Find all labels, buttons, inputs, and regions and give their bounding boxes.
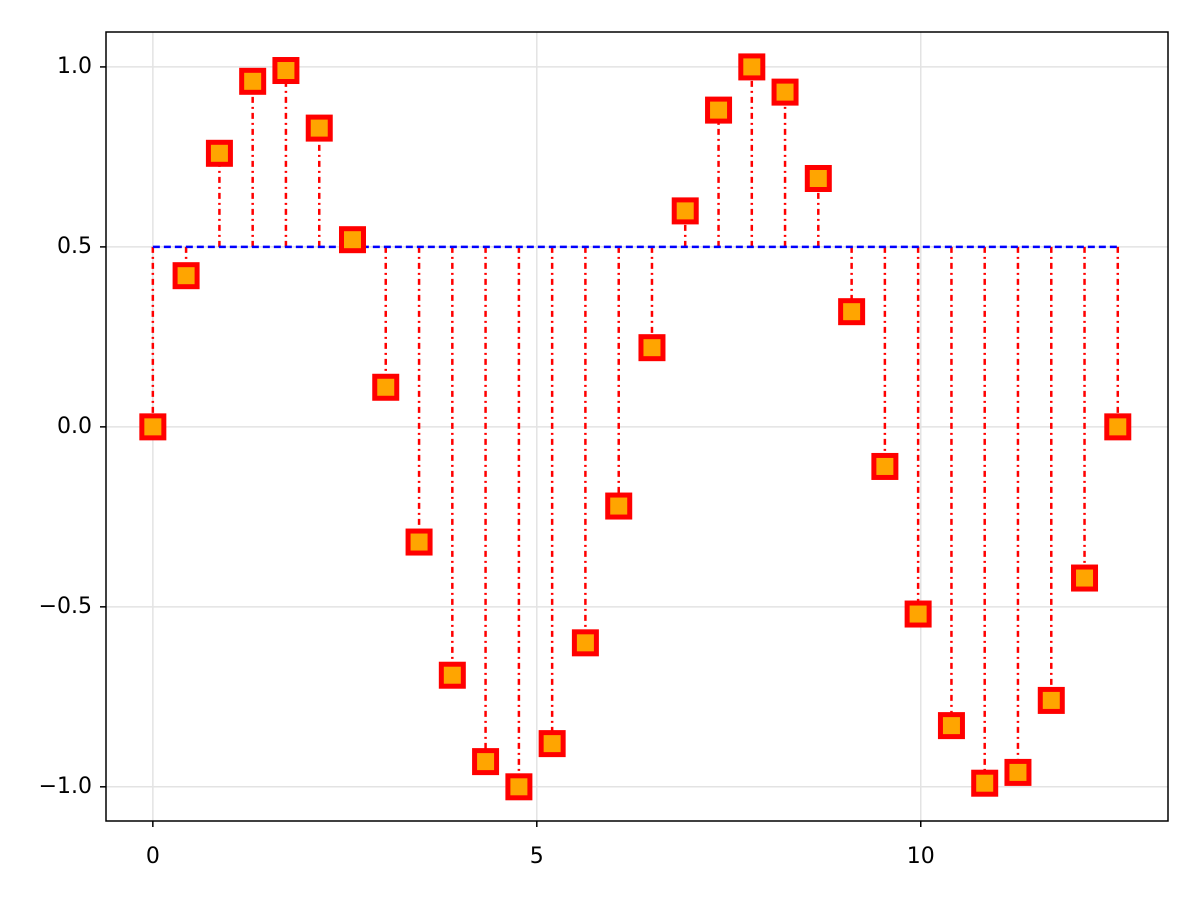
marker: [705, 96, 733, 124]
marker: [139, 413, 167, 441]
marker: [1004, 758, 1032, 786]
marker: [272, 57, 300, 85]
y-tick-label: −1.0: [39, 774, 92, 799]
marker: [738, 53, 766, 81]
marker: [338, 226, 366, 254]
marker: [239, 67, 267, 95]
plot-frame: [105, 31, 1169, 822]
marker: [871, 452, 899, 480]
x-tick-label: 10: [907, 844, 935, 869]
marker: [405, 528, 433, 556]
marker: [671, 197, 699, 225]
y-tick-label: 0.0: [57, 414, 92, 439]
marker: [205, 139, 233, 167]
marker: [538, 730, 566, 758]
marker: [1104, 413, 1132, 441]
marker: [372, 373, 400, 401]
x-tick-label: 5: [530, 844, 544, 869]
marker: [472, 748, 500, 776]
marker: [305, 114, 333, 142]
x-tick-label: 0: [146, 844, 160, 869]
y-tick-label: −0.5: [39, 594, 92, 619]
y-tick-label: 1.0: [57, 54, 92, 79]
marker: [605, 492, 633, 520]
marker: [1037, 686, 1065, 714]
marker: [1071, 564, 1099, 592]
marker: [438, 661, 466, 689]
marker: [505, 773, 533, 801]
marker: [804, 164, 832, 192]
y-tick-label: 0.5: [57, 234, 92, 259]
marker: [838, 298, 866, 326]
marker: [571, 629, 599, 657]
marker: [638, 334, 666, 362]
marker: [937, 712, 965, 740]
marker: [971, 769, 999, 797]
marker: [172, 262, 200, 290]
marker: [771, 78, 799, 106]
marker: [904, 600, 932, 628]
